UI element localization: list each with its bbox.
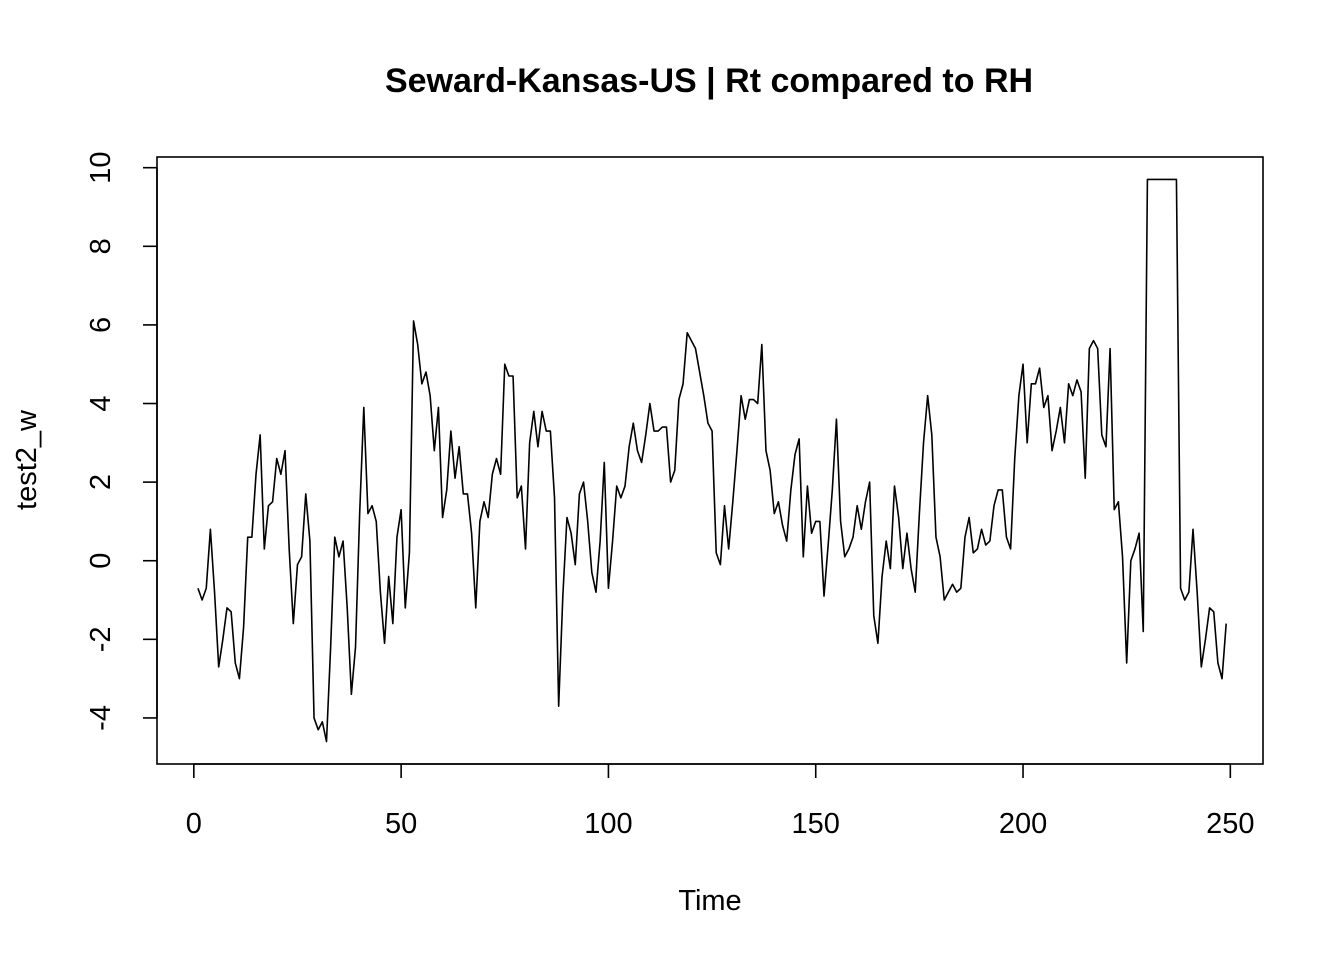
- y-tick-label: 8: [85, 238, 117, 254]
- y-tick-label: 0: [85, 553, 117, 569]
- x-axis: 0 50 100 150 200 250: [186, 763, 1255, 840]
- x-tick-label: 0: [186, 808, 202, 840]
- y-tick-label: 10: [85, 152, 117, 184]
- x-axis-label: Time: [678, 885, 741, 917]
- y-tick-label: -2: [85, 626, 117, 652]
- y-axis-label: test2_w: [11, 409, 43, 510]
- x-tick-label: 50: [385, 808, 417, 840]
- series-line: [197, 178, 1227, 743]
- x-tick-label: 150: [792, 808, 840, 840]
- x-tick-label: 200: [999, 808, 1047, 840]
- chart-title: Seward-Kansas-US | Rt compared to RH: [385, 62, 1033, 100]
- y-tick-label: -4: [85, 705, 117, 731]
- x-tick-label: 250: [1206, 808, 1254, 840]
- y-tick-label: 2: [85, 474, 117, 490]
- y-tick-label: 6: [85, 317, 117, 333]
- x-tick-label: 100: [584, 808, 632, 840]
- y-tick-label: 4: [85, 395, 117, 411]
- y-axis: -4 -2 0 2 4 6 8 10: [85, 152, 158, 731]
- plot-frame: [156, 156, 1264, 765]
